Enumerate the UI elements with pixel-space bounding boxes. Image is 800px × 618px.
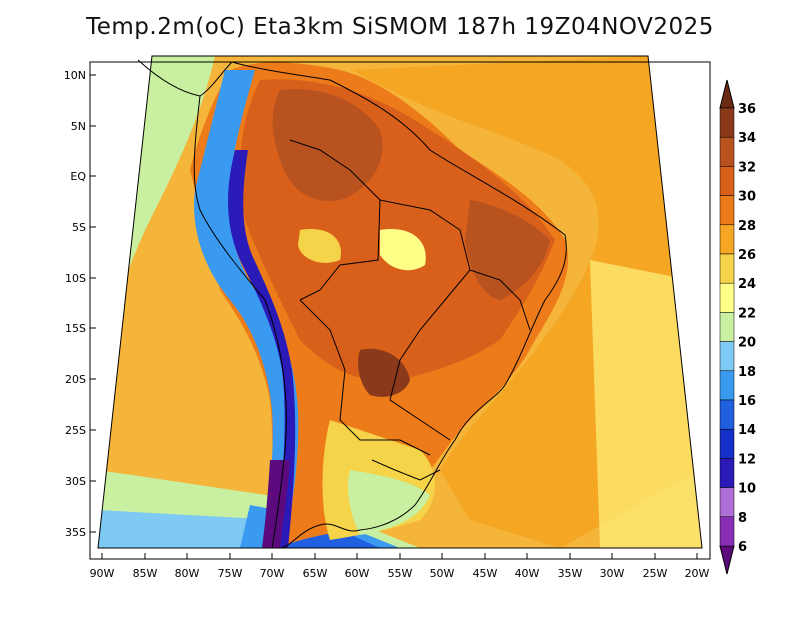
- colorbar-swatch: [719, 253, 735, 284]
- colorbar-tick-label: 34: [738, 131, 756, 146]
- lon-label: 25W: [643, 567, 668, 580]
- lon-label: 45W: [473, 567, 498, 580]
- colorbar-tick-label: 30: [738, 190, 756, 205]
- colorbar-swatch: [719, 224, 735, 255]
- lon-label: 90W: [90, 567, 115, 580]
- colorbar-tick-label: 6: [738, 540, 747, 555]
- lat-label: 20S: [65, 373, 86, 386]
- colorbar-tick-label: 18: [738, 365, 756, 380]
- lat-label: 35S: [65, 526, 86, 539]
- colorbar-swatch: [719, 370, 735, 401]
- lat-label: 25S: [65, 424, 86, 437]
- lon-label: 35W: [558, 567, 583, 580]
- lon-label: 80W: [175, 567, 200, 580]
- lon-label: 85W: [133, 567, 158, 580]
- lon-label: 60W: [345, 567, 370, 580]
- lat-axis: [90, 74, 96, 533]
- lon-labels: 90W 85W 80W 75W 70W 65W 60W 55W 50W 45W …: [90, 567, 710, 580]
- colorbar-swatch: [719, 282, 735, 313]
- colorbar-swatch: [719, 312, 735, 342]
- colorbar-tick-label: 22: [738, 306, 756, 321]
- colorbar-tick-label: 14: [738, 423, 756, 438]
- colorbar-swatch: [719, 516, 735, 547]
- colorbar: 36 34 32 30 28 26 24 22 20 18 16 14 12 10 8 6: [719, 79, 756, 575]
- map-title: Temp.2m(oC) Eta3km SiSMOM 187h 19Z04NOV2…: [86, 14, 714, 40]
- lat-label: 10N: [64, 69, 86, 82]
- lon-label: 75W: [218, 567, 243, 580]
- colorbar-swatch: [719, 399, 735, 430]
- colorbar-tick-label: 28: [738, 219, 756, 234]
- colorbar-tick-label: 26: [738, 248, 756, 263]
- lat-label: 10S: [65, 272, 86, 285]
- colorbar-swatch: [719, 428, 735, 459]
- colorbar-down-triangle: [719, 545, 735, 575]
- lat-labels: 10N 5N EQ 5S 10S 15S 20S 25S 30S 35S: [64, 69, 87, 539]
- colorbar-swatch: [719, 195, 735, 226]
- colorbar-tick-label: 16: [738, 394, 756, 409]
- colorbar-swatch: [719, 458, 735, 488]
- colorbar-swatch: [719, 166, 735, 196]
- map-frame: [97, 55, 703, 549]
- colorbar-swatch: [719, 136, 735, 167]
- lat-label: EQ: [70, 170, 86, 183]
- lon-axis: [101, 553, 698, 559]
- temperature-field: [98, 56, 702, 548]
- lat-label: 30S: [65, 475, 86, 488]
- lon-label: 50W: [430, 567, 455, 580]
- borders: [137, 59, 567, 549]
- colorbar-tick-label: 12: [738, 452, 756, 467]
- colorbar-tick-label: 8: [738, 511, 747, 526]
- colorbar-swatch: [719, 487, 735, 518]
- lat-label: 15S: [65, 322, 86, 335]
- lon-label: 40W: [515, 567, 540, 580]
- colorbar-up-triangle: [719, 79, 735, 109]
- colorbar-tick-label: 32: [738, 160, 756, 175]
- lon-label: 20W: [685, 567, 710, 580]
- colorbar-tick-label: 36: [738, 102, 756, 117]
- lon-label: 30W: [600, 567, 625, 580]
- lon-label: 55W: [388, 567, 413, 580]
- colorbar-tick-label: 20: [738, 336, 756, 351]
- lon-label: 65W: [303, 567, 328, 580]
- colorbar-swatch: [719, 107, 735, 138]
- colorbar-swatch: [719, 341, 735, 372]
- lat-label: 5S: [72, 221, 86, 234]
- lon-label: 70W: [260, 567, 285, 580]
- colorbar-tick-label: 24: [738, 277, 756, 292]
- lat-label: 5N: [71, 120, 86, 133]
- colorbar-tick-label: 10: [738, 482, 756, 497]
